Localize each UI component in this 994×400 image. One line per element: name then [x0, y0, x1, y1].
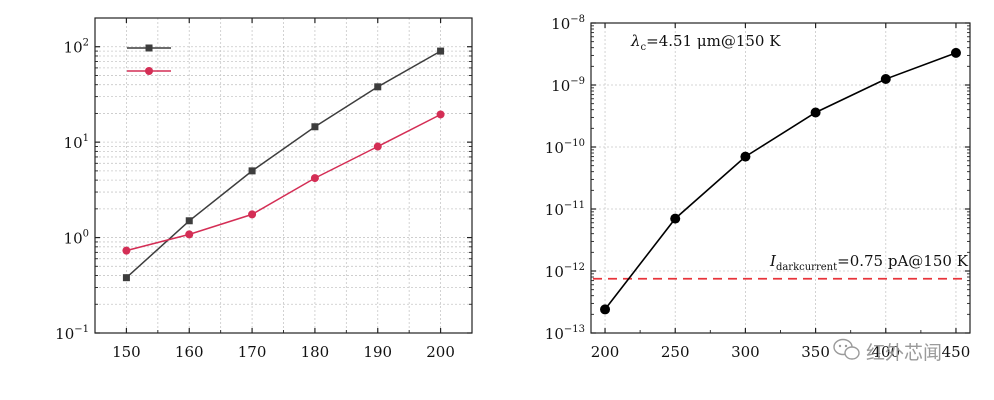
series-line-photocurrent: [604, 52, 957, 310]
x-tick-label: 400: [871, 343, 900, 361]
y-tick-label: 102: [64, 38, 89, 57]
data-point-rule07: [437, 47, 445, 55]
wechat-icon-eye: [838, 344, 842, 348]
cutoff-wavelength-annotation: λc=4.51 μm@150 K: [630, 32, 781, 53]
dark-current-annotation: Idarkcurrent=0.75 pA@150 K: [769, 252, 969, 273]
watermark-text: 红外芯闻: [866, 342, 942, 364]
y-tick-label: 10−1: [55, 324, 89, 343]
data-point-rule07: [248, 167, 256, 175]
legend-marker-rule07: [145, 44, 153, 52]
y-tick-label: 10−9: [551, 76, 585, 95]
data-point-photocurrent: [950, 47, 961, 58]
x-tick-label: 180: [301, 343, 330, 361]
data-point-rule07: [122, 274, 130, 282]
data-point-experiment: [185, 230, 194, 239]
x-tick-label: 160: [175, 343, 204, 361]
data-point-photocurrent: [880, 73, 891, 84]
x-tick-label: 300: [731, 343, 760, 361]
y-tick-label: 10−8: [551, 14, 585, 33]
series-line-rule07: [125, 50, 441, 279]
x-tick-label: 250: [661, 343, 690, 361]
x-tick-label: 190: [363, 343, 392, 361]
data-point-experiment: [436, 110, 445, 119]
data-point-rule07: [311, 123, 319, 131]
panel-a-dark-current-chart: 150 160 170 180 190 200 10−1 100 101 102: [55, 17, 473, 361]
x-tick-label: 150: [112, 343, 141, 361]
data-point-experiment: [248, 210, 257, 219]
x-tick-label: 200: [591, 343, 620, 361]
data-point-photocurrent: [810, 107, 821, 118]
y-tick-label: 10−10: [545, 138, 585, 157]
data-point-photocurrent: [740, 151, 751, 162]
wechat-icon-bubble-small: [844, 346, 860, 360]
y-tick-label: 10−13: [545, 324, 585, 343]
x-tick-label: 450: [942, 343, 971, 361]
x-tick-label: 170: [238, 343, 267, 361]
data-point-experiment: [373, 142, 382, 151]
y-tick-label: 10−11: [545, 200, 585, 219]
wechat-icon: [833, 338, 860, 360]
data-point-experiment: [122, 246, 131, 255]
data-point-experiment: [310, 174, 319, 183]
x-tick-label: 200: [426, 343, 455, 361]
data-point-photocurrent: [670, 213, 681, 224]
panel-b-photocurrent-chart: 200 250 300 350 400 450 10−13 10−12 10−11 10−10 10…: [545, 14, 971, 361]
x-tick-label: 350: [801, 343, 830, 361]
y-tick-label: 10−12: [545, 262, 585, 281]
series-line-experiment: [126, 113, 441, 252]
data-point-rule07: [185, 217, 193, 225]
y-tick-label: 101: [64, 133, 89, 152]
data-point-rule07: [374, 83, 382, 91]
legend-marker-experiment: [145, 67, 153, 75]
data-point-photocurrent: [600, 304, 611, 315]
wechat-icon-eye: [844, 344, 848, 348]
watermark: 红外芯闻: [833, 338, 942, 364]
y-tick-label: 100: [64, 229, 89, 248]
